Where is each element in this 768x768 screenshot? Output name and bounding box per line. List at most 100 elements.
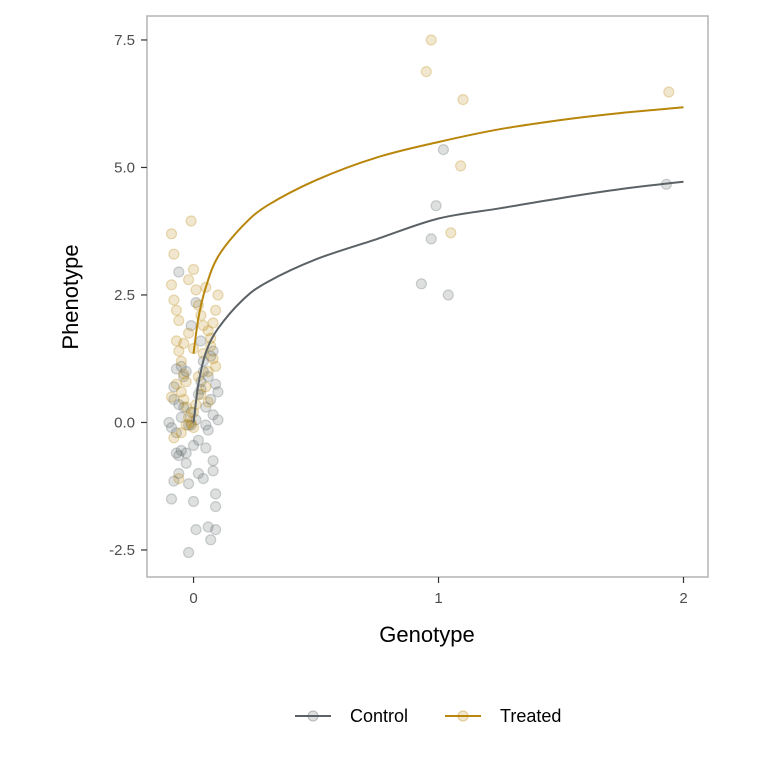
point-treated-8 (175, 355, 187, 367)
point-treated-55 (663, 86, 675, 98)
panel-border (146, 15, 709, 578)
point-treated-53 (455, 160, 467, 172)
point-treated-22 (190, 284, 202, 296)
point-control-1 (168, 381, 180, 393)
point-control-2 (168, 393, 180, 406)
y-axis-title: Phenotype (58, 244, 83, 349)
point-treated-17 (168, 432, 180, 444)
point-control-32 (192, 467, 204, 480)
point-treated-0 (165, 228, 178, 240)
points-layer (163, 34, 675, 559)
point-control-64 (442, 289, 454, 301)
point-treated-11 (175, 386, 187, 398)
point-treated-29 (207, 353, 219, 365)
y-tick-label-0: -2.5 (109, 542, 135, 559)
point-treated-52 (445, 227, 457, 239)
point-control-49 (202, 371, 214, 383)
point-treated-9 (178, 368, 190, 380)
point-control-24 (212, 386, 224, 398)
point-treated-1 (168, 248, 180, 260)
y-tick-label-4: 7.5 (114, 32, 135, 49)
point-treated-10 (180, 376, 192, 388)
point-treated-4 (170, 304, 182, 316)
point-control-28 (180, 447, 192, 459)
point-control-25 (165, 493, 178, 505)
point-control-9 (175, 360, 187, 372)
point-control-50 (205, 350, 217, 362)
legend-label-control: Control (350, 706, 408, 726)
x-tick-label-2: 2 (679, 590, 687, 607)
point-control-47 (195, 335, 207, 347)
point-control-31 (190, 523, 202, 536)
point-control-38 (210, 501, 222, 513)
point-treated-37 (195, 388, 207, 400)
point-control-7 (173, 450, 185, 462)
x-tick-label-0: 0 (189, 590, 197, 607)
point-control-29 (183, 478, 195, 490)
point-control-11 (180, 457, 192, 469)
point-control-21 (205, 393, 217, 406)
point-control-26 (168, 475, 180, 487)
point-treated-41 (175, 427, 187, 439)
point-control-19 (200, 401, 212, 413)
x-axis-title: Genotype (379, 622, 474, 647)
legend-point-treated (457, 710, 469, 722)
point-control-5 (175, 444, 187, 457)
point-treated-46 (178, 337, 190, 349)
point-control-30 (187, 495, 200, 508)
legend-point-control (307, 710, 319, 722)
legend: Control Treated (295, 706, 561, 726)
point-control-22 (207, 345, 219, 357)
point-control-58 (207, 409, 219, 421)
point-treated-25 (197, 320, 209, 332)
point-treated-13 (180, 401, 192, 413)
point-control-34 (200, 442, 212, 454)
point-control-20 (202, 424, 214, 436)
point-control-33 (197, 473, 209, 485)
point-treated-19 (183, 274, 195, 286)
point-treated-2 (165, 279, 178, 291)
point-control-57 (175, 411, 187, 423)
point-treated-27 (202, 325, 214, 337)
point-treated-12 (178, 393, 190, 406)
point-control-61 (425, 233, 437, 245)
point-control-12 (183, 419, 195, 431)
point-treated-6 (170, 335, 182, 347)
point-treated-18 (173, 473, 185, 485)
point-control-52 (163, 416, 175, 429)
point-treated-50 (420, 65, 432, 78)
point-control-3 (170, 363, 182, 375)
point-control-44 (180, 365, 192, 378)
point-treated-49 (165, 391, 178, 403)
point-treated-45 (170, 378, 182, 390)
point-treated-30 (210, 360, 222, 372)
point-control-62 (430, 200, 442, 212)
y-tick-label-3: 5.0 (114, 159, 135, 176)
point-treated-36 (200, 381, 212, 393)
point-control-56 (200, 419, 212, 431)
point-control-36 (207, 455, 219, 467)
point-treated-32 (210, 304, 222, 316)
point-control-45 (185, 320, 197, 332)
y-tick-label-1: 0.0 (114, 414, 135, 431)
point-treated-20 (187, 263, 200, 276)
curves-layer (192, 106, 684, 423)
point-control-43 (173, 266, 185, 278)
point-treated-3 (168, 294, 180, 306)
curve-control (192, 180, 684, 423)
point-treated-16 (187, 422, 200, 434)
point-treated-47 (183, 327, 195, 339)
point-control-6 (178, 401, 190, 413)
point-control-8 (170, 427, 182, 439)
point-treated-31 (212, 289, 224, 301)
point-control-0 (165, 422, 178, 434)
point-treated-54 (457, 93, 469, 106)
x-tick-label-1: 1 (434, 590, 442, 607)
point-control-42 (207, 465, 219, 477)
curve-treated (192, 106, 684, 354)
point-control-54 (192, 434, 204, 446)
point-control-10 (178, 371, 190, 383)
y-tick-label-2: 2.5 (114, 287, 135, 304)
point-treated-51 (425, 34, 437, 46)
